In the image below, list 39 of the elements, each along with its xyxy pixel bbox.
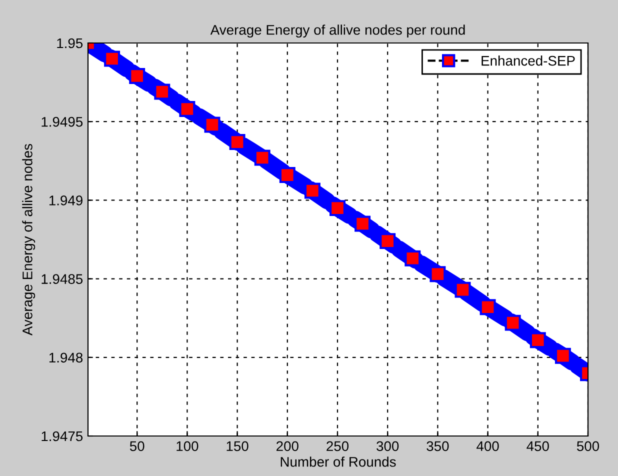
- x-tick-label: 150: [226, 441, 248, 452]
- point: [530, 332, 546, 348]
- point: [430, 266, 446, 282]
- point: [380, 233, 396, 250]
- y-tick-label: 1.949: [49, 196, 82, 206]
- x-tick-label: 300: [376, 441, 399, 452]
- point: [229, 134, 246, 150]
- chart-title: Average Energy of allive nodes per round: [210, 24, 465, 38]
- point: [404, 250, 421, 266]
- point: [354, 216, 371, 232]
- point: [554, 348, 571, 364]
- x-axis-title: Number of Rounds: [280, 456, 396, 467]
- x-tick-label: 250: [326, 441, 349, 452]
- point: [304, 182, 320, 199]
- point: [254, 150, 270, 166]
- y-tick-label: 1.95: [57, 38, 83, 48]
- y-axis-title: Average Energy of allive nodes: [22, 144, 36, 336]
- point: [179, 101, 196, 118]
- y-tick-label: 1.948: [49, 352, 83, 363]
- x-tick-label: 100: [176, 441, 198, 452]
- point: [480, 299, 496, 316]
- point: [504, 314, 521, 331]
- point: [330, 200, 346, 216]
- x-tick-label: 450: [526, 441, 549, 452]
- x-tick-label: 350: [426, 441, 449, 452]
- point: [454, 282, 471, 298]
- point: [129, 68, 146, 84]
- y-tick-label: 1.9485: [42, 274, 83, 284]
- point: [279, 167, 296, 184]
- y-tick-label: 1.9495: [42, 116, 83, 127]
- y-tick-label: 1.9475: [42, 431, 83, 442]
- point: [104, 50, 120, 67]
- point: [204, 116, 220, 133]
- x-tick-label: 400: [476, 441, 499, 452]
- x-tick-label: 500: [576, 441, 600, 452]
- x-tick-label: 200: [276, 441, 298, 452]
- legend-label: Enhanced-SEP: [482, 56, 575, 66]
- x-tick-label: 50: [130, 441, 144, 452]
- point: [154, 84, 170, 100]
